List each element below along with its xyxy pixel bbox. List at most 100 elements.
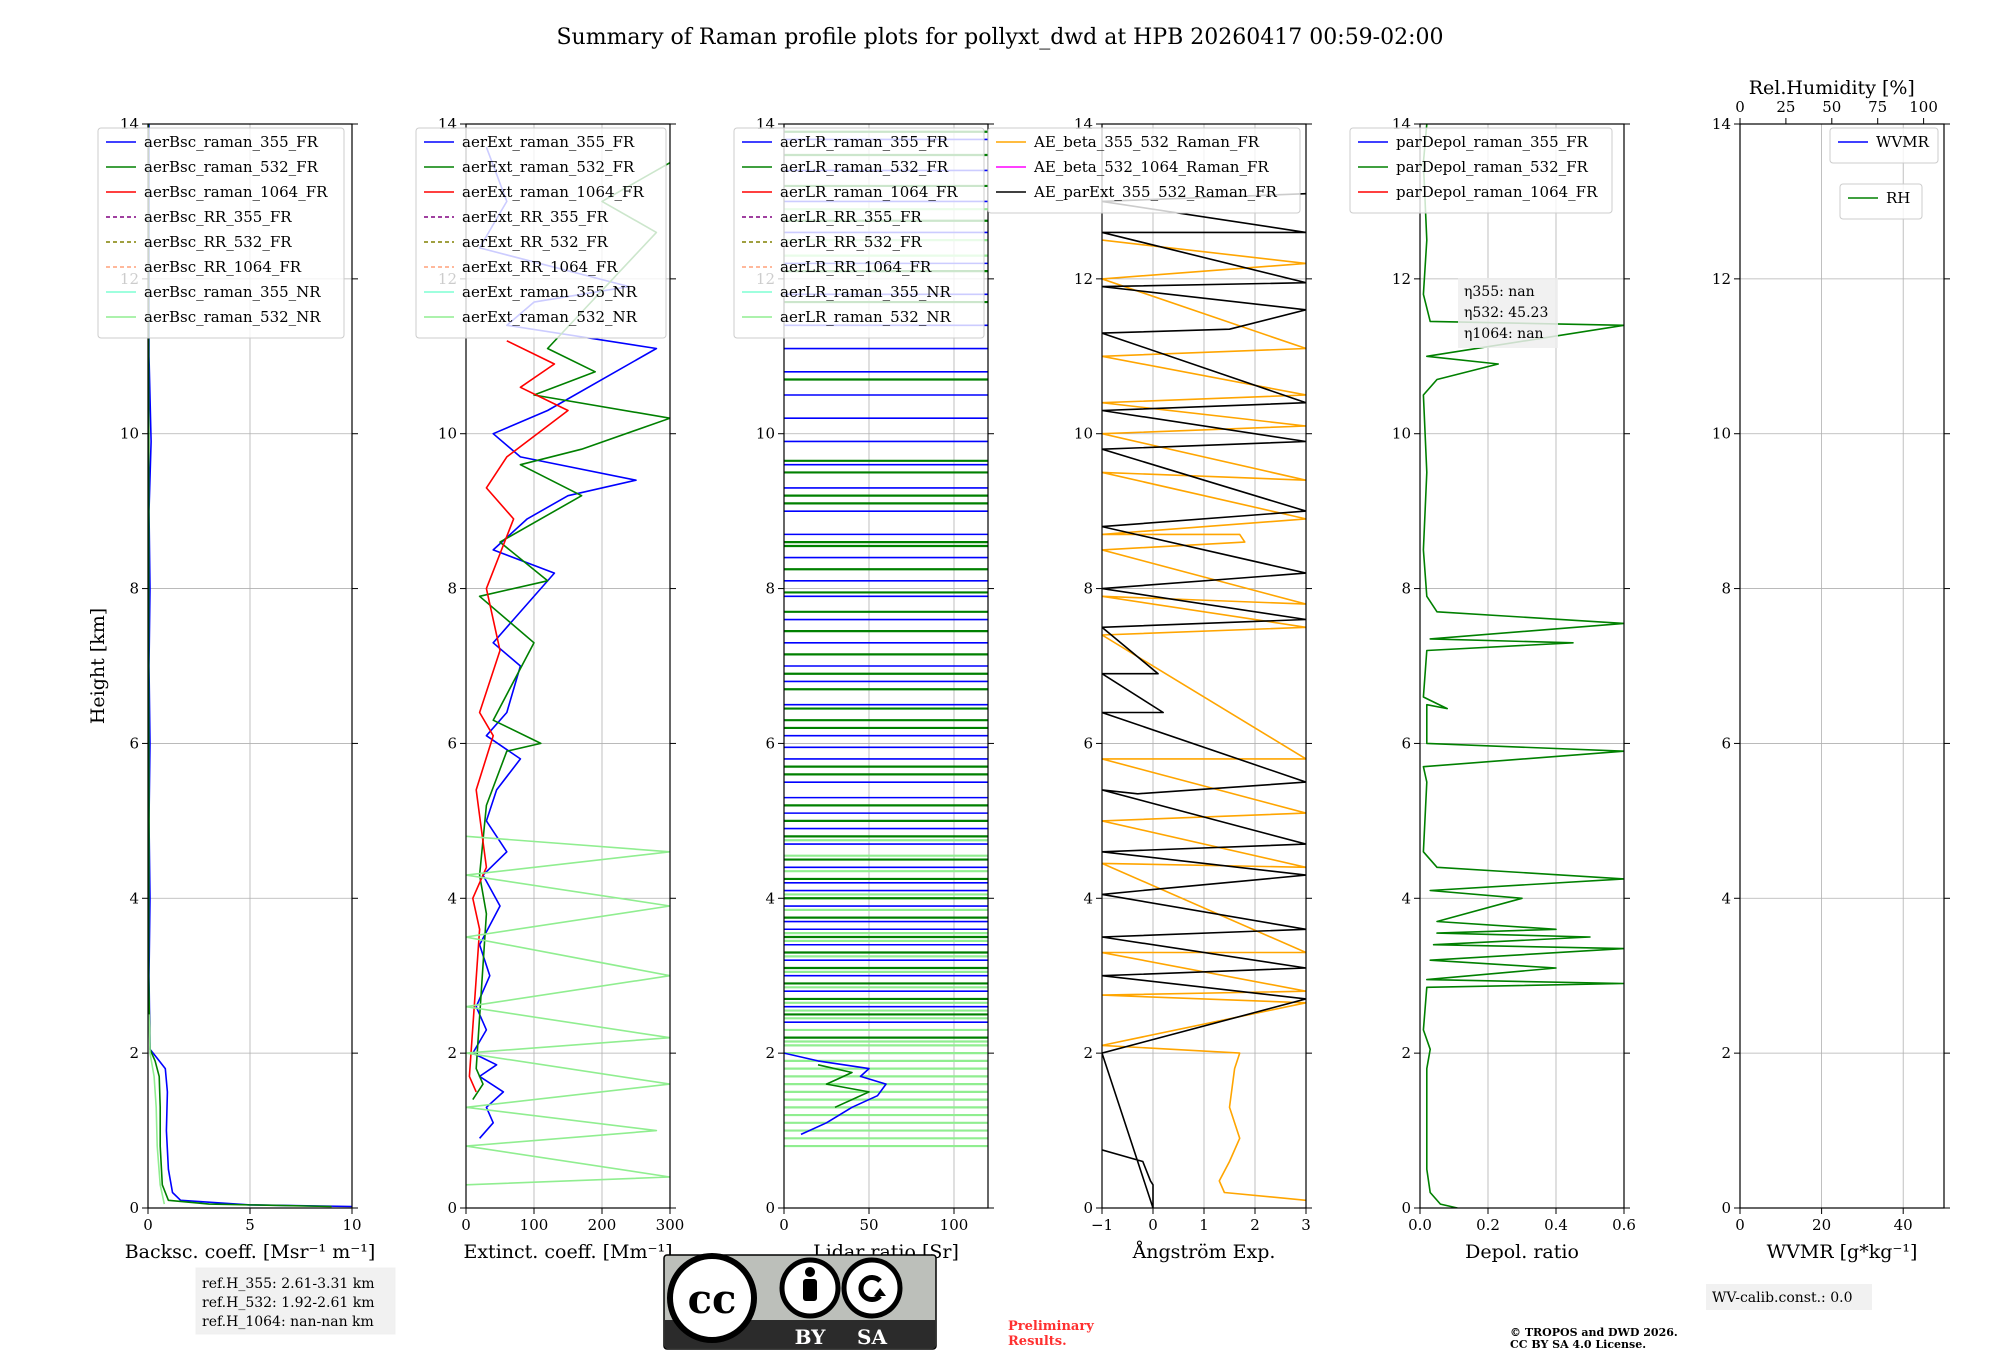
legend-label-aerExt_RR_532_FR: aerExt_RR_532_FR: [462, 233, 609, 251]
y-tick-label: 12: [1712, 270, 1731, 288]
y-tick-label: 4: [447, 889, 457, 907]
y-tick-label: 2: [129, 1044, 139, 1062]
x-tick-label: 10: [342, 1216, 361, 1234]
legend-label-aerExt_raman_1064_FR: aerExt_raman_1064_FR: [462, 183, 644, 201]
legend-label-parDepol_raman_532_FR: parDepol_raman_532_FR: [1396, 158, 1589, 176]
y-tick-label: 0: [129, 1199, 139, 1217]
y-tick-label: 0: [447, 1199, 457, 1217]
wv-calib-box: WV-calib.const.: 0.0: [1706, 1284, 1872, 1310]
wv-calib-bg: [1706, 1284, 1872, 1310]
ref-heights-box: ref.H_355: 2.61-3.31 km ref.H_532: 1.92-…: [195, 1267, 396, 1335]
cc-circle: [667, 1253, 757, 1343]
x-tick-label: 0: [461, 1216, 471, 1234]
top-x-tick-label: 75: [1868, 98, 1887, 116]
y-tick-label: 10: [1712, 425, 1731, 443]
legend-label-aerExt_raman_355_NR: aerExt_raman_355_NR: [462, 283, 638, 301]
depol-eta-box: η355: nan η532: 45.23 η1064: nan: [1458, 278, 1558, 348]
legend: aerExt_raman_355_FR aerExt_raman_532_FRae…: [415, 127, 667, 339]
axes-frame: [465, 123, 671, 1209]
wv-calib-text: WV-calib.const.: 0.0: [1712, 1290, 1852, 1306]
y-tick-label: 12: [1074, 270, 1093, 288]
preliminary-line-2: Results.: [1008, 1334, 1067, 1349]
y-tick-label: 8: [129, 580, 139, 598]
cc-by-sa-badge: cc BY SA: [663, 1253, 937, 1350]
legend-frame: [97, 127, 345, 339]
y-tick-label: 6: [1401, 734, 1411, 752]
legend-frame: [415, 127, 667, 339]
legend: aerLR_raman_355_FR aerLR_raman_532_FR aerL…: [733, 127, 985, 339]
y-tick-label: 0: [765, 1199, 775, 1217]
series-line-aerExt_raman_532_NR: [466, 835, 670, 1186]
legend-label-aerBsc_raman_1064_FR: aerBsc_raman_1064_FR: [144, 183, 328, 201]
legend-label-aerLR_raman_532_NR: aerLR_raman_532_NR: [780, 308, 951, 326]
legend-frame: [1839, 183, 1923, 220]
plot-area-backscatter: [148, 124, 352, 1208]
depol-eta-0: η355: nan: [1464, 284, 1535, 300]
axes-frame: [1419, 123, 1625, 1209]
depol-eta-bg: [1458, 278, 1558, 348]
y-tick-label: 0: [1721, 1199, 1731, 1217]
copyright-line-1: © TROPOS and DWD 2026.: [1510, 1326, 1678, 1339]
legend: aerBsc_raman_355_FR aerBsc_raman_532_FRae…: [97, 127, 345, 339]
y-tick-label: 8: [1721, 580, 1731, 598]
legend-label-aerBsc_raman_532_NR: aerBsc_raman_532_NR: [144, 308, 321, 326]
legend-label-aerExt_raman_355_FR: aerExt_raman_355_FR: [462, 133, 635, 151]
legend-label-aerLR_RR_1064_FR: aerLR_RR_1064_FR: [780, 258, 932, 276]
y-tick-label: 10: [1074, 425, 1093, 443]
series-line-aerExt_raman_1064_FR: [468, 340, 569, 1093]
preliminary-line-1: Preliminary: [1008, 1319, 1094, 1334]
legend: WVMR: [1829, 127, 1939, 164]
sa-label: SA: [857, 1325, 887, 1349]
depol-eta-1: η532: 45.23: [1464, 305, 1548, 321]
top-x-tick-label: 100: [1909, 98, 1938, 116]
x-tick-label: 0.2: [1476, 1216, 1500, 1234]
legend-label-aerBsc_RR_532_FR: aerBsc_RR_532_FR: [144, 233, 292, 251]
x-tick-label: 5: [245, 1216, 255, 1234]
x-tick-label: 0: [779, 1216, 789, 1234]
series-line-aerExt_raman_532_FR: [472, 162, 670, 1101]
x-tick-label: 200: [588, 1216, 617, 1234]
top-x-tick-label: 50: [1822, 98, 1841, 116]
series-line-parDepol_raman_532_FR: [1422, 124, 1624, 1208]
ref-height-1064: ref.H_1064: nan-nan km: [202, 1314, 374, 1330]
y-tick-label: 6: [1083, 734, 1093, 752]
y-tick-label: 4: [1083, 889, 1093, 907]
y-axis-label: Height [km]: [87, 608, 109, 724]
y-tick-label: 8: [765, 580, 775, 598]
plot-area-extinction: [466, 146, 670, 1186]
y-tick-label: 8: [447, 580, 457, 598]
series-line-aerBsc_raman_532_NR: [148, 1014, 166, 1205]
y-tick-label: 6: [129, 734, 139, 752]
y-tick-label: 6: [447, 734, 457, 752]
legend-frame: [987, 127, 1301, 214]
legend-frame: [1829, 127, 1939, 164]
series-line-aerBsc_raman_532_FR: [148, 124, 332, 1208]
y-tick-label: 0: [1083, 1199, 1093, 1217]
legend-label-AE_parExt_355_532_Raman_FR: AE_parExt_355_532_Raman_FR: [1033, 183, 1278, 201]
y-tick-label: 10: [1392, 425, 1411, 443]
x-tick-label: 40: [1894, 1216, 1913, 1234]
y-tick-label: 4: [129, 889, 139, 907]
cc-text: cc: [688, 1276, 737, 1323]
ref-height-532: ref.H_532: 1.92-2.61 km: [202, 1295, 375, 1311]
x-axis-label: WVMR [g*kg⁻¹]: [1767, 1241, 1918, 1263]
y-tick-label: 0: [1401, 1199, 1411, 1217]
y-tick-label: 14: [1712, 115, 1731, 133]
legend: RH: [1839, 183, 1923, 220]
ref-height-355: ref.H_355: 2.61-3.31 km: [202, 1276, 375, 1292]
x-tick-label: 2: [1250, 1216, 1260, 1234]
x-tick-label: −1: [1091, 1216, 1113, 1234]
legend-label-RH: RH: [1886, 189, 1910, 207]
x-axis-label: Backsc. coeff. [Msr⁻¹ m⁻¹]: [125, 1241, 376, 1263]
y-tick-label: 4: [765, 889, 775, 907]
legend-label-aerBsc_raman_355_NR: aerBsc_raman_355_NR: [144, 283, 321, 301]
legend-label-aerLR_raman_532_FR: aerLR_raman_532_FR: [780, 158, 949, 176]
legend-label-aerExt_raman_532_FR: aerExt_raman_532_FR: [462, 158, 635, 176]
legend-label-aerLR_raman_355_FR: aerLR_raman_355_FR: [780, 133, 949, 151]
x-tick-label: 50: [859, 1216, 878, 1234]
legend-label-aerLR_RR_355_FR: aerLR_RR_355_FR: [780, 208, 922, 226]
series-line-AE_parExt_355_532_Raman_FR: [1102, 192, 1306, 1208]
plot-area-angstrom: [1102, 192, 1306, 1208]
x-tick-label: 0: [143, 1216, 153, 1234]
